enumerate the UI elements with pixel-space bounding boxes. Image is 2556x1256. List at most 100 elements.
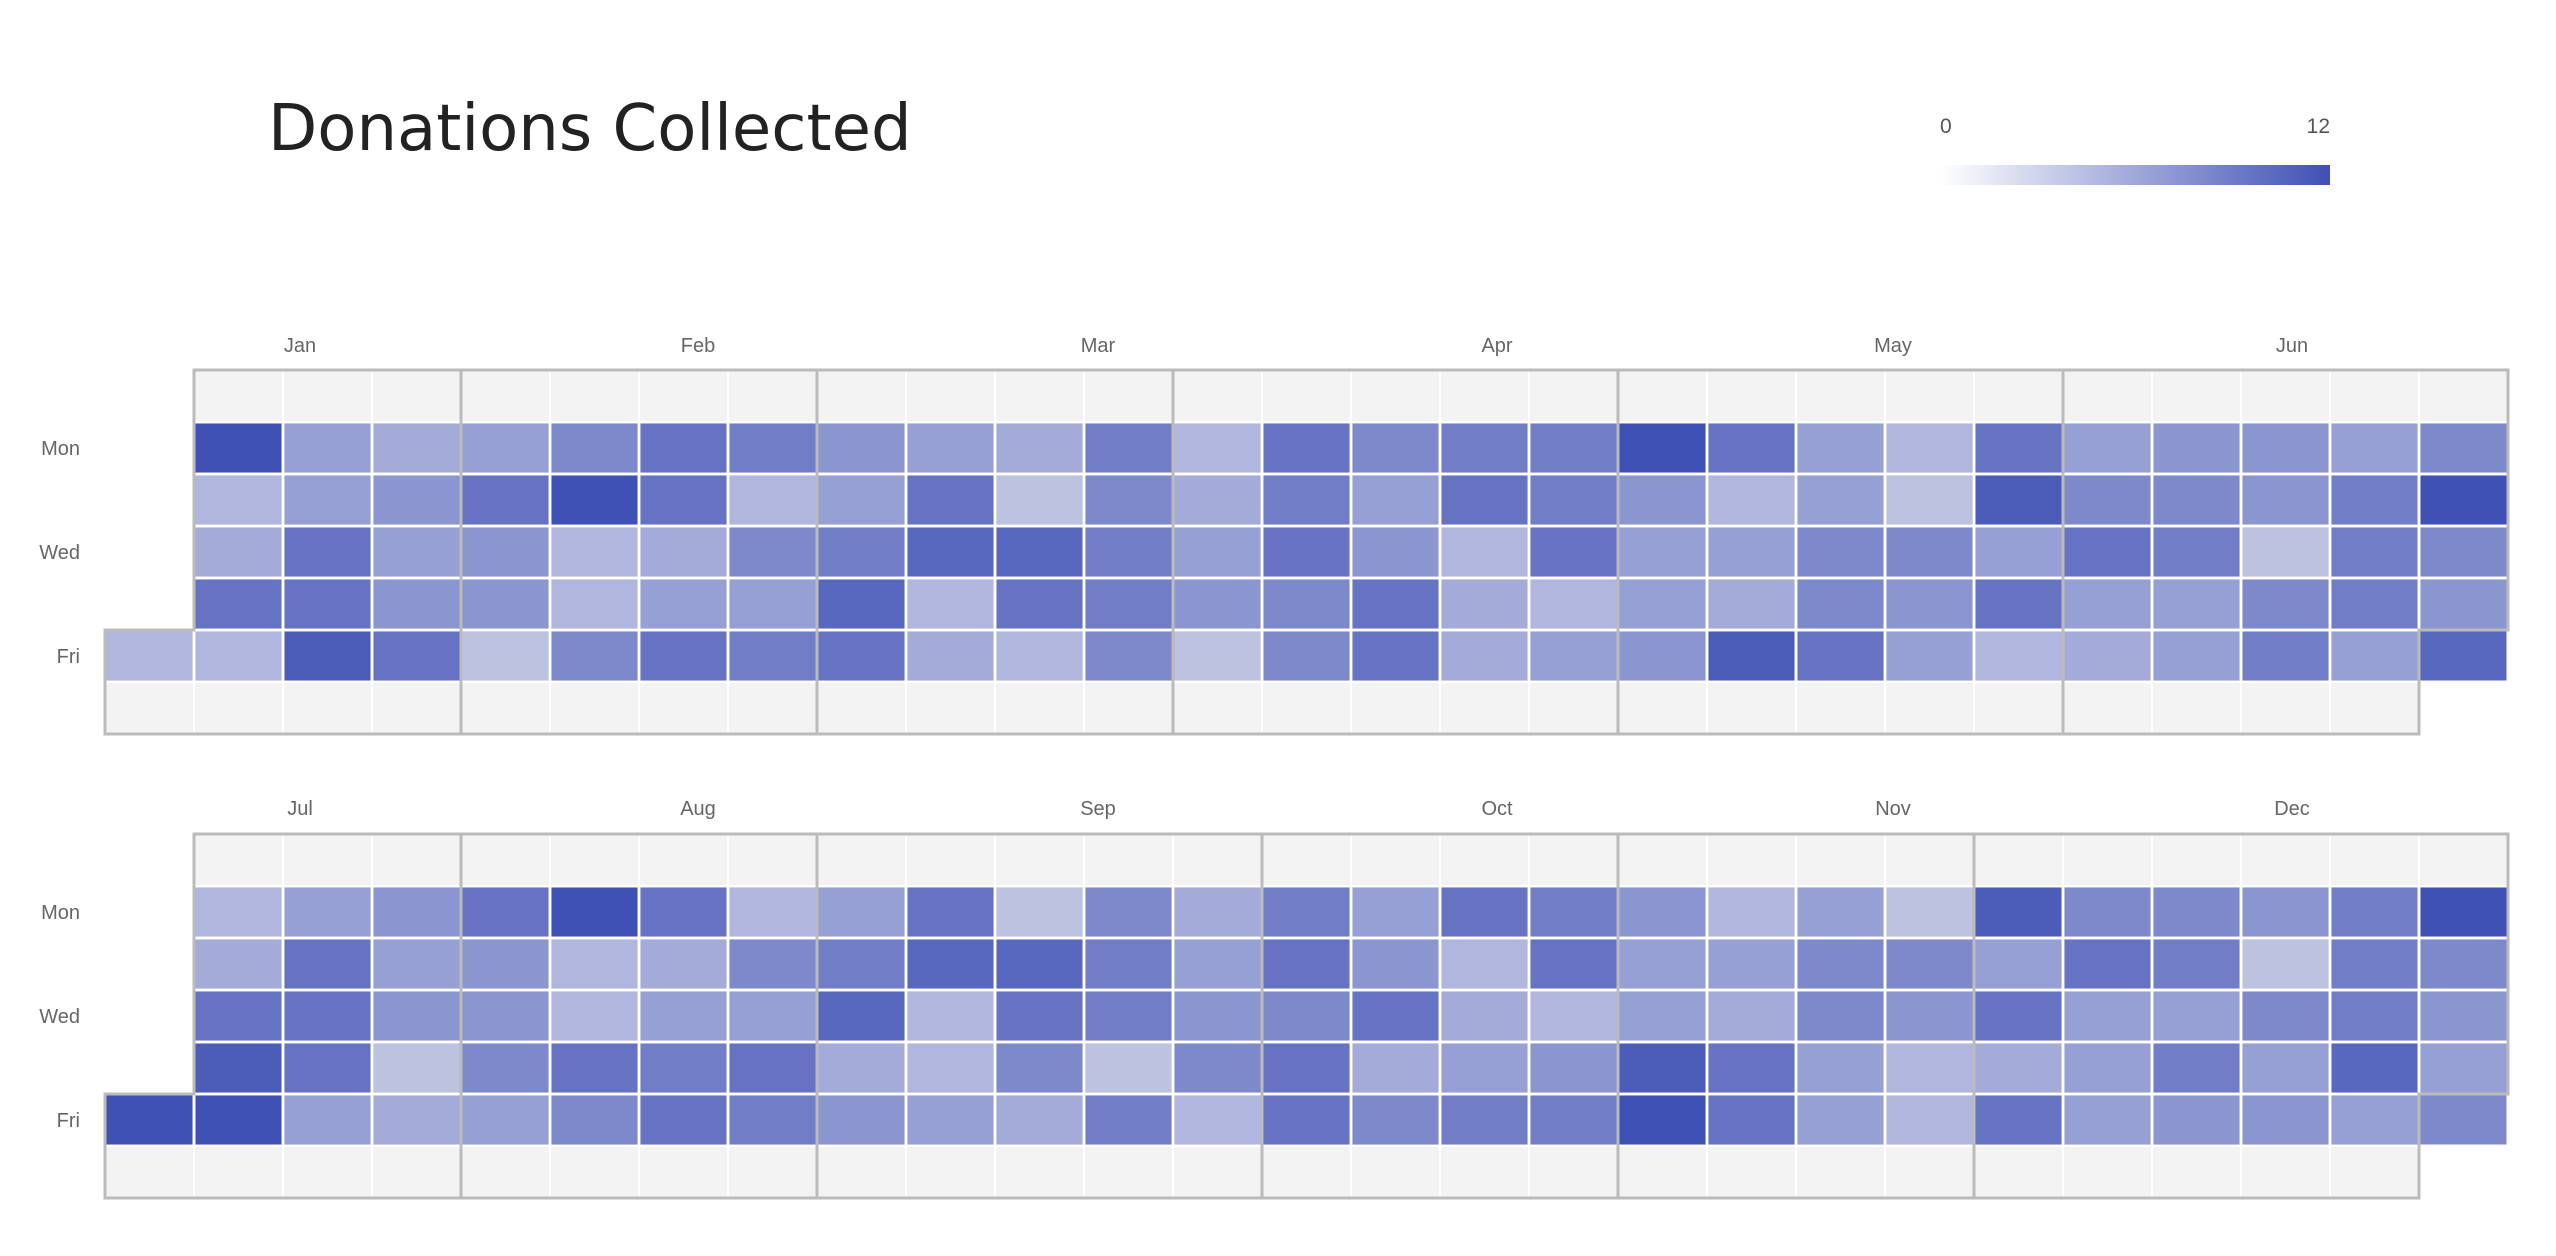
day-cell — [907, 1095, 994, 1145]
day-cell — [818, 1043, 905, 1093]
day-cell — [551, 423, 638, 473]
empty-day-cell — [462, 371, 549, 421]
month-label: May — [1874, 335, 1912, 357]
day-cell — [1530, 579, 1617, 629]
day-cell — [729, 887, 816, 937]
day-cell — [2153, 887, 2240, 937]
day-label: Fri — [57, 1110, 80, 1132]
empty-day-cell — [284, 835, 371, 885]
empty-day-cell — [195, 1147, 282, 1197]
day-cell — [2331, 423, 2418, 473]
day-cell — [462, 527, 549, 577]
day-cell — [1975, 423, 2062, 473]
day-cell — [729, 939, 816, 989]
day-cell — [996, 475, 1083, 525]
day-cell — [1352, 579, 1439, 629]
empty-day-cell — [1174, 1147, 1261, 1197]
empty-day-cell — [284, 1147, 371, 1197]
day-cell — [1975, 579, 2062, 629]
day-cell — [1174, 527, 1261, 577]
month-label: Jan — [284, 335, 316, 357]
day-cell — [1886, 1095, 1973, 1145]
empty-day-cell — [2064, 371, 2151, 421]
day-cell — [2420, 527, 2507, 577]
day-cell — [373, 939, 460, 989]
day-cell — [640, 887, 727, 937]
day-cell — [1619, 939, 1706, 989]
empty-day-cell — [106, 1147, 193, 1197]
empty-day-cell — [1352, 835, 1439, 885]
day-cell — [1441, 631, 1528, 681]
empty-day-cell — [1441, 683, 1528, 733]
empty-day-cell — [2331, 1147, 2418, 1197]
empty-day-cell — [195, 371, 282, 421]
empty-day-cell — [640, 371, 727, 421]
day-cell — [2242, 939, 2329, 989]
empty-day-cell — [1797, 683, 1884, 733]
month-label: Nov — [1875, 798, 1911, 820]
day-cell — [1619, 631, 1706, 681]
day-cell — [1708, 887, 1795, 937]
empty-day-cell — [1619, 683, 1706, 733]
day-cell — [1797, 423, 1884, 473]
day-cell — [1441, 1095, 1528, 1145]
day-cell — [2331, 991, 2418, 1041]
empty-day-cell — [1708, 371, 1795, 421]
empty-day-cell — [2064, 683, 2151, 733]
day-cell — [1530, 423, 1617, 473]
day-cell — [729, 1095, 816, 1145]
day-cell — [1708, 579, 1795, 629]
day-cell — [284, 527, 371, 577]
empty-day-cell — [1797, 371, 1884, 421]
empty-day-cell — [996, 371, 1083, 421]
day-cell — [2064, 939, 2151, 989]
day-cell — [1441, 423, 1528, 473]
day-cell — [195, 939, 282, 989]
empty-day-cell — [1352, 1147, 1439, 1197]
calendar-panel: Jan Feb Mar Apr May Jun Mon Wed Fri — [39, 335, 2510, 736]
empty-day-cell — [2064, 1147, 2151, 1197]
day-cell — [1886, 991, 1973, 1041]
day-cell — [907, 991, 994, 1041]
month-label: Apr — [1481, 335, 1512, 357]
day-cell — [462, 887, 549, 937]
empty-day-cell — [729, 835, 816, 885]
day-cell — [996, 991, 1083, 1041]
day-cell — [1975, 991, 2062, 1041]
day-cell — [729, 991, 816, 1041]
day-cell — [1797, 1043, 1884, 1093]
day-cell — [1085, 991, 1172, 1041]
empty-day-cell — [195, 835, 282, 885]
day-cell — [1619, 991, 1706, 1041]
day-cell — [907, 1043, 994, 1093]
day-cell — [818, 1095, 905, 1145]
day-cell — [1263, 1043, 1350, 1093]
day-cell — [996, 1043, 1083, 1093]
month-label: Aug — [680, 798, 716, 820]
day-cell — [1352, 887, 1439, 937]
empty-day-cell — [1975, 683, 2062, 733]
empty-day-cell — [1085, 1147, 1172, 1197]
empty-day-cell — [462, 1147, 549, 1197]
day-cell — [1886, 475, 1973, 525]
empty-day-cell — [1975, 835, 2062, 885]
day-cell — [1530, 527, 1617, 577]
day-cell — [2064, 887, 2151, 937]
day-cell — [373, 579, 460, 629]
empty-day-cell — [1352, 371, 1439, 421]
day-cell — [284, 1095, 371, 1145]
empty-day-cell — [640, 835, 727, 885]
day-cell — [729, 579, 816, 629]
day-cell — [640, 475, 727, 525]
day-cell — [1263, 423, 1350, 473]
legend-min-label: 0 — [1940, 115, 1952, 138]
day-cell — [1085, 527, 1172, 577]
empty-day-cell — [1174, 835, 1261, 885]
day-cell — [462, 1095, 549, 1145]
day-cell — [2064, 1043, 2151, 1093]
month-label: Dec — [2274, 798, 2310, 820]
day-cell — [1708, 1043, 1795, 1093]
day-cell — [1530, 631, 1617, 681]
day-cell — [284, 939, 371, 989]
day-cell — [1263, 579, 1350, 629]
